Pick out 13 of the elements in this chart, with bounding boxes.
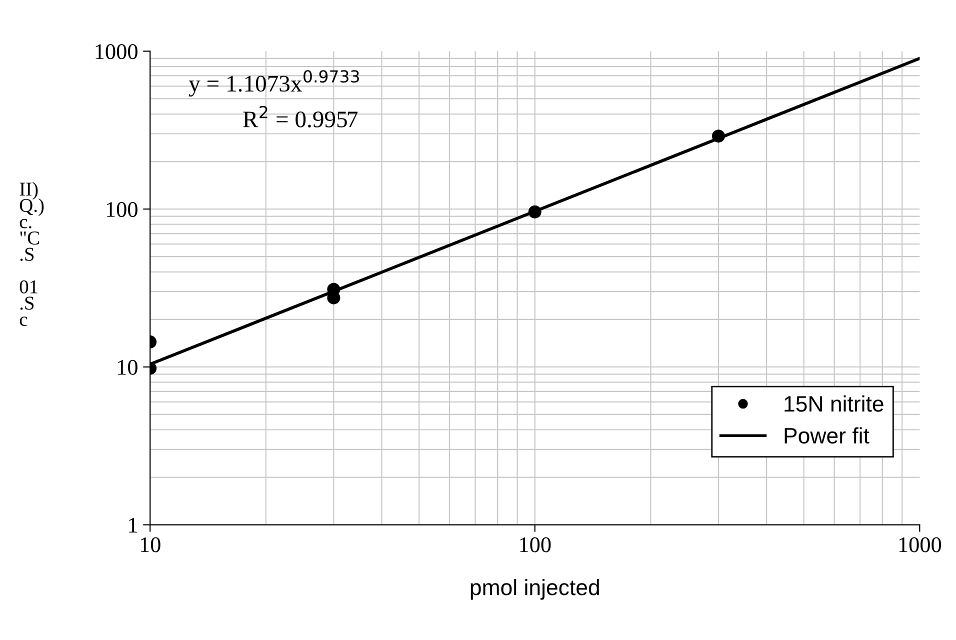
y-tick-label: 100	[106, 202, 138, 217]
x-tick-label: 1000	[899, 537, 942, 552]
y-tick-label: 10	[118, 360, 138, 375]
legend-label: 15N nitrite	[784, 395, 884, 412]
y-tick-label: 1000	[96, 44, 138, 60]
annotation: y = 1.1073x$^{0.9733}$	[188, 70, 359, 97]
y-tick-label: 1	[129, 518, 137, 533]
x-axis-title: pmol injected	[470, 578, 599, 600]
x-tick-label: 10	[140, 537, 160, 552]
y-axis-title: II) Q.) c. "C .S 01 .S c	[20, 182, 44, 326]
legend-label: Power fit	[784, 427, 870, 444]
annotation: R$^{2}$ = 0.9957	[243, 106, 358, 128]
x-tick-label: 100	[520, 537, 551, 552]
